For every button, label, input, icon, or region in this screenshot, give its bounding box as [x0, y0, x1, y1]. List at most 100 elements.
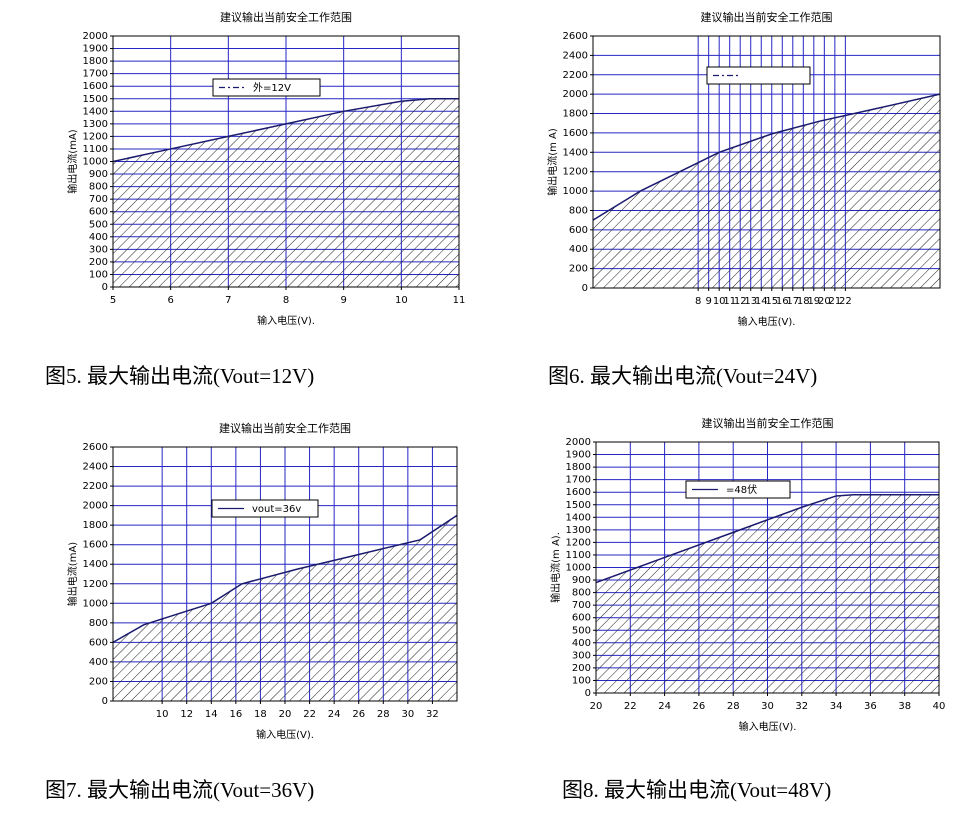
plot-frame [592, 35, 941, 289]
y-tick-label: 800 [89, 618, 108, 629]
x-tick-label: 26 [352, 709, 365, 720]
y-axis-label: 输出电流(m A) [546, 128, 559, 196]
y-tick-label: 100 [572, 675, 591, 686]
y-tick-label: 1900 [566, 450, 591, 461]
y-tick-label: 1800 [566, 462, 591, 473]
y-tick-label: 0 [585, 688, 591, 699]
x-tick-label: 20 [818, 296, 831, 307]
y-tick-label: 1900 [83, 44, 108, 55]
x-tick-label: 24 [328, 709, 341, 720]
figure-caption: 图7. 最大输出电流(Vout=36V) [45, 778, 314, 802]
x-tick-label: 16 [776, 296, 789, 307]
safe-area [113, 515, 457, 701]
y-tick-label: 300 [572, 650, 591, 661]
y-tick-label: 1500 [566, 500, 591, 511]
y-tick-label: 400 [89, 232, 108, 243]
x-tick-label: 11 [453, 295, 466, 306]
x-tick-label: 8 [283, 295, 289, 306]
x-tick-label: 14 [205, 709, 218, 720]
y-tick-label: 400 [569, 244, 588, 255]
y-tick-label: 1200 [563, 167, 588, 178]
y-tick-label: 1400 [83, 106, 108, 117]
legend-box [706, 66, 811, 85]
x-tick-label: 20 [590, 701, 603, 712]
y-tick-label: 2000 [83, 501, 108, 512]
y-tick-label: 600 [569, 225, 588, 236]
x-axis-label: 输入电压(V). [257, 314, 315, 327]
x-tick-label: 9 [705, 296, 711, 307]
x-tick-label: 32 [426, 709, 439, 720]
y-axis-label: 输出电流(mA) [66, 542, 79, 606]
x-tick-label: 26 [693, 701, 706, 712]
x-axis-label: 输入电压(V). [739, 720, 797, 733]
y-tick-label: 2200 [83, 481, 108, 492]
y-tick-label: 500 [572, 625, 591, 636]
y-tick-label: 800 [89, 182, 108, 193]
x-tick-label: 30 [401, 709, 414, 720]
y-tick-label: 2600 [563, 31, 588, 42]
x-tick-label: 30 [761, 701, 774, 712]
x-tick-label: 36 [864, 701, 877, 712]
x-tick-label: 24 [658, 701, 671, 712]
chart: 建议输出当前安全工作范围 0 200 400 600 800 1000 1200 1400 160… [546, 10, 941, 388]
y-tick-label: 600 [572, 613, 591, 624]
y-tick-label: 1800 [563, 109, 588, 120]
x-tick-label: 12 [180, 709, 193, 720]
y-tick-label: 200 [569, 264, 588, 275]
chart-title: 建议输出当前安全工作范围 [701, 10, 833, 24]
limit-line [592, 93, 941, 221]
x-tick-label: 21 [828, 296, 841, 307]
x-tick-label: 5 [110, 295, 116, 306]
y-tick-label: 1500 [83, 94, 108, 105]
y-tick-label: 2000 [563, 89, 588, 100]
y-tick-label: 1000 [83, 598, 108, 609]
x-tick-label: 10 [713, 296, 726, 307]
x-tick-label: 12 [734, 296, 747, 307]
y-tick-label: 200 [572, 663, 591, 674]
x-tick-label: 22 [839, 296, 852, 307]
y-tick-label: 1300 [566, 525, 591, 536]
y-tick-label: 1800 [83, 520, 108, 531]
legend-box [211, 499, 319, 518]
y-tick-label: 800 [572, 588, 591, 599]
y-tick-label: 2200 [563, 70, 588, 81]
y-tick-label: 1400 [563, 147, 588, 158]
y-tick-label: 2600 [83, 442, 108, 453]
y-tick-label: 1700 [566, 475, 591, 486]
legend-box [212, 78, 321, 97]
x-tick-label: 32 [795, 701, 808, 712]
y-tick-label: 1200 [83, 131, 108, 142]
safe-area [596, 494, 939, 693]
y-tick-label: 700 [89, 194, 108, 205]
chart-title: 建议输出当前安全工作范围 [702, 416, 834, 430]
x-tick-label: 9 [340, 295, 346, 306]
x-tick-label: 18 [797, 296, 810, 307]
chart-title: 建议输出当前安全工作范围 [219, 421, 351, 435]
x-tick-label: 17 [786, 296, 799, 307]
x-tick-label: 28 [727, 701, 740, 712]
y-tick-label: 1200 [83, 579, 108, 590]
y-tick-label: 900 [89, 169, 108, 180]
legend-label: =48伏 [726, 483, 757, 496]
y-tick-label: 2400 [83, 462, 108, 473]
x-tick-label: 40 [933, 701, 946, 712]
y-tick-label: 100 [89, 269, 108, 280]
y-tick-label: 1400 [566, 512, 591, 523]
y-tick-label: 400 [572, 638, 591, 649]
x-tick-label: 13 [744, 296, 757, 307]
y-tick-label: 1000 [563, 186, 588, 197]
legend-box [685, 480, 791, 499]
y-tick-label: 500 [89, 219, 108, 230]
y-tick-label: 1200 [566, 537, 591, 548]
y-tick-label: 0 [102, 696, 108, 707]
safe-area [113, 98, 459, 287]
x-tick-label: 28 [377, 709, 390, 720]
x-tick-label: 10 [395, 295, 408, 306]
x-tick-label: 22 [624, 701, 637, 712]
x-tick-label: 38 [898, 701, 911, 712]
x-tick-label: 10 [156, 709, 169, 720]
x-tick-label: 18 [254, 709, 267, 720]
y-tick-label: 1600 [83, 540, 108, 551]
